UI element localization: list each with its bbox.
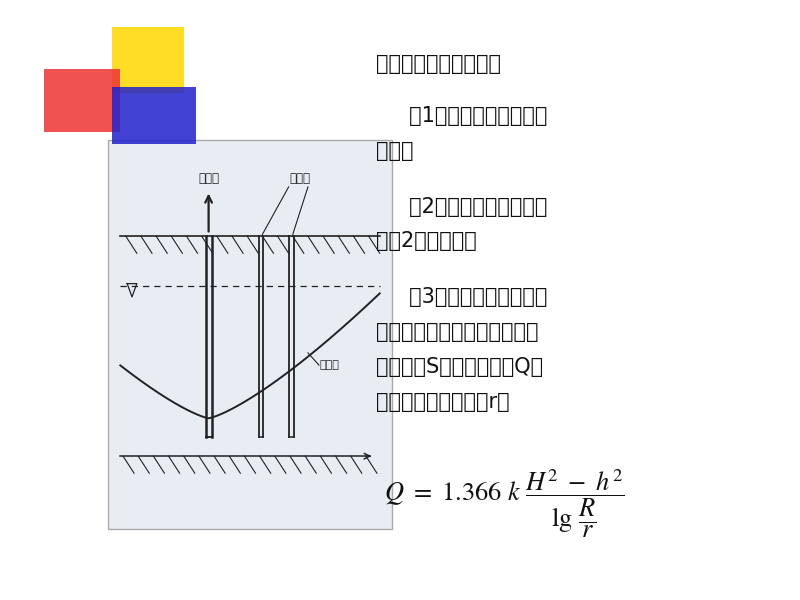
- Text: （3）在中心孔持续抽水: （3）在中心孔持续抽水: [376, 287, 547, 307]
- Text: （2）在中心孔每侧钻不: （2）在中心孔每侧钻不: [376, 197, 547, 217]
- Text: 与相应的影响半径（r）: 与相应的影响半径（r）: [376, 392, 510, 412]
- Text: $Q\ =\ 1.366\ k\ \dfrac{H^{2}\ -\ h^{2}}{\mathrm{lg}\ \dfrac{R}{r}}$: $Q\ =\ 1.366\ k\ \dfrac{H^{2}\ -\ h^{2}}…: [384, 468, 625, 541]
- Bar: [112, 27, 184, 93]
- Text: 降水线: 降水线: [319, 360, 339, 370]
- Text: （1）在试验点钻中心试: （1）在试验点钻中心试: [376, 106, 547, 126]
- Text: 位降深（S），涌水量（Q）: 位降深（S），涌水量（Q）: [376, 357, 543, 377]
- Text: 抽水井: 抽水井: [198, 172, 219, 185]
- Text: 验孔；: 验孔；: [376, 141, 414, 161]
- Bar: [44, 69, 120, 132]
- Text: 至孔内水柱稳定，测得孔内水: 至孔内水柱稳定，测得孔内水: [376, 322, 538, 342]
- Text: 观察井: 观察井: [289, 172, 310, 185]
- Text: 少于2个观测孔；: 少于2个观测孔；: [376, 232, 477, 251]
- Text: 抽水试验（扬水试验）: 抽水试验（扬水试验）: [376, 54, 501, 74]
- Bar: [112, 87, 196, 144]
- Bar: [108, 140, 392, 529]
